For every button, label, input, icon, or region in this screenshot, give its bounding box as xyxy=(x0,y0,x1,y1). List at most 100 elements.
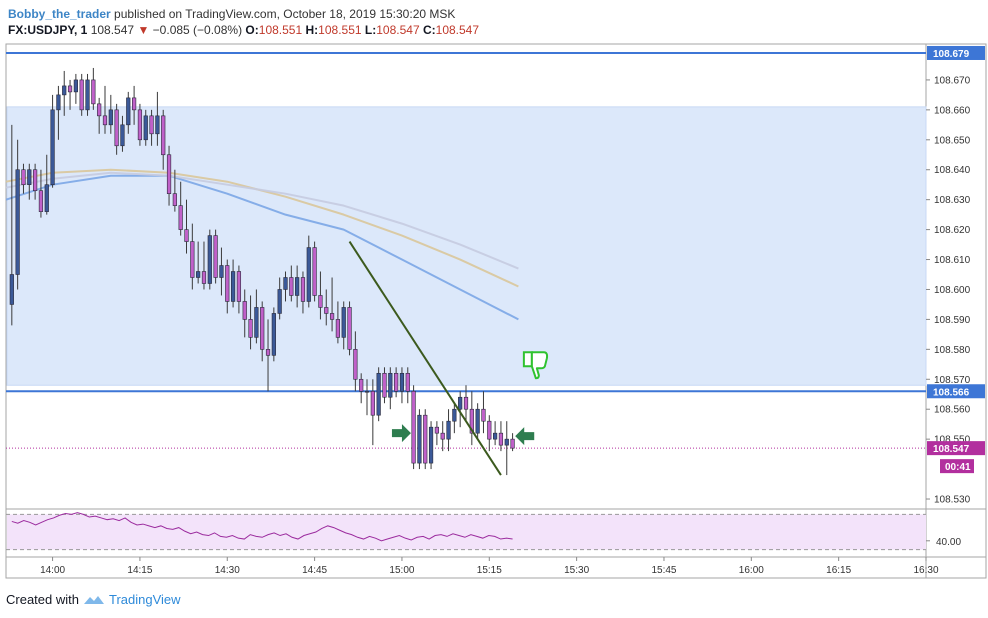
candle-body xyxy=(493,432,498,440)
candle xyxy=(15,139,20,290)
candle xyxy=(254,289,259,344)
candle xyxy=(417,409,422,470)
price-tick-label: 108.590 xyxy=(934,315,971,326)
symbol-label[interactable]: FX:USDJPY, 1 xyxy=(8,23,88,37)
candle xyxy=(108,94,113,134)
time-tick-label: 16:15 xyxy=(826,565,851,576)
candle xyxy=(434,421,439,446)
moving-average-line-1 xyxy=(5,174,519,321)
candle xyxy=(143,109,148,146)
price-tick-label: 108.530 xyxy=(934,495,971,506)
candle xyxy=(359,373,364,404)
price-tick-label: 108.640 xyxy=(934,165,971,176)
low-label: L: xyxy=(364,23,377,37)
down-arrow-icon: ▼ xyxy=(137,23,150,37)
chart-header: Bobby_the_trader published on TradingVie… xyxy=(8,6,968,38)
candle-body xyxy=(56,94,61,111)
time-tick-label: 15:30 xyxy=(564,565,589,576)
candle-body xyxy=(324,307,329,314)
candle xyxy=(312,241,317,302)
candle-body xyxy=(27,169,32,185)
candle-body xyxy=(143,115,148,141)
candle xyxy=(91,67,96,110)
candle xyxy=(50,94,55,188)
candle xyxy=(196,241,201,284)
candle xyxy=(493,421,498,446)
price-tick-label: 108.600 xyxy=(934,285,971,296)
candle-body xyxy=(149,115,154,135)
price-tick-label: 108.570 xyxy=(934,375,971,386)
candle xyxy=(353,331,358,392)
candle-body xyxy=(44,184,49,212)
candle xyxy=(324,289,329,326)
candle-body xyxy=(230,271,236,302)
time-tick-label: 15:00 xyxy=(389,565,414,576)
thumb-down-hand xyxy=(530,351,549,380)
candle xyxy=(56,85,61,140)
candle xyxy=(277,277,282,320)
candle xyxy=(463,385,469,422)
candle-body xyxy=(67,85,73,93)
price-tick-label: 108.620 xyxy=(934,225,971,236)
price-tick-label: 108.650 xyxy=(934,135,971,146)
candle-body xyxy=(469,408,474,434)
candle xyxy=(85,73,90,116)
candle-body xyxy=(458,396,463,410)
candle-body xyxy=(155,115,160,135)
rsi-line xyxy=(11,512,513,542)
candle-body xyxy=(172,193,177,206)
candle-body xyxy=(85,79,90,111)
candle xyxy=(126,91,131,134)
candle xyxy=(504,421,509,476)
price-tick-label: 108.550 xyxy=(934,435,971,446)
close-label: C: xyxy=(422,23,436,37)
candle-body xyxy=(201,271,207,284)
candle xyxy=(271,307,276,362)
footer: Created with TradingView xyxy=(6,592,181,607)
price-tick-label: 108.610 xyxy=(934,255,971,266)
candle xyxy=(469,391,474,446)
price-tick-label: 108.660 xyxy=(934,105,971,116)
rsi-tick-label: 40.00 xyxy=(936,537,961,548)
candle xyxy=(242,289,247,338)
time-tick-label: 14:15 xyxy=(127,565,152,576)
high-label: H: xyxy=(305,23,319,37)
time-tick-label: 16:00 xyxy=(739,565,764,576)
candle-body xyxy=(388,372,393,398)
candle-body xyxy=(394,372,399,392)
candle-body xyxy=(9,274,14,305)
candle xyxy=(458,391,463,428)
candle-body xyxy=(225,265,230,302)
candle-body xyxy=(318,295,323,308)
candle xyxy=(295,265,300,308)
candle xyxy=(219,247,224,296)
candle-body xyxy=(405,372,410,392)
open-label: O: xyxy=(245,23,259,37)
candle-body xyxy=(50,109,55,185)
candle-body xyxy=(15,169,20,275)
candle-body xyxy=(219,265,224,278)
candle xyxy=(149,109,154,146)
candle xyxy=(283,271,288,302)
candle xyxy=(347,301,352,356)
candle-body xyxy=(498,432,504,446)
candle-body xyxy=(411,390,416,464)
candle xyxy=(329,277,335,332)
candle-body xyxy=(265,349,271,356)
candle-body xyxy=(260,307,265,350)
tradingview-link[interactable]: TradingView xyxy=(108,592,181,607)
candle-body xyxy=(370,390,375,416)
candle xyxy=(73,73,78,104)
candle xyxy=(446,409,451,452)
candle-body xyxy=(271,313,276,356)
candle xyxy=(27,163,32,200)
candle xyxy=(131,85,137,125)
candle-body xyxy=(137,109,143,141)
countdown-label: 00:41 xyxy=(945,462,971,473)
author-link[interactable]: Bobby_the_trader xyxy=(8,7,111,21)
candle xyxy=(335,301,341,344)
candle-body xyxy=(161,115,166,156)
candle xyxy=(364,379,370,416)
candle xyxy=(213,229,218,284)
